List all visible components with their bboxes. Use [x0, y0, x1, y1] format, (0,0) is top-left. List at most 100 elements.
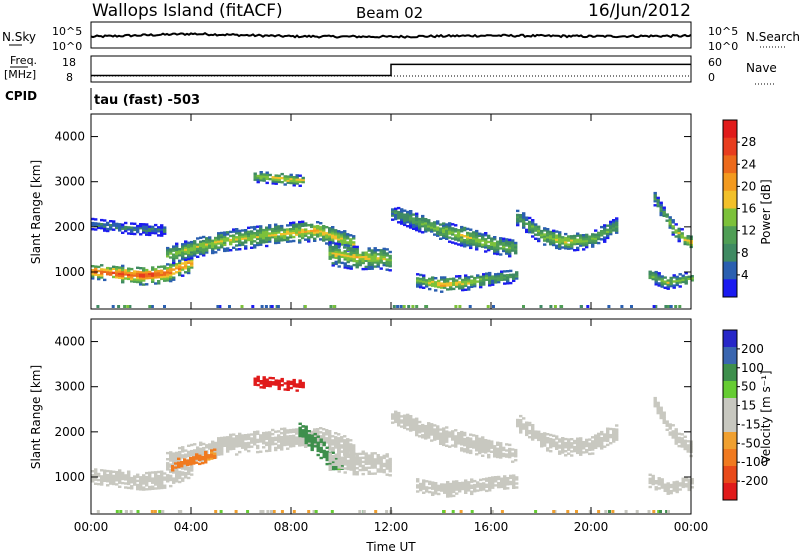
- power-cell: [582, 236, 586, 239]
- velocity-cell: [391, 417, 395, 420]
- velocity-cell: [304, 441, 308, 445]
- velocity-cell: [364, 466, 368, 470]
- velocity-cell: [229, 433, 233, 437]
- velocity-cell: [656, 409, 660, 413]
- power-cell: [256, 231, 260, 234]
- power-cell: [488, 280, 492, 283]
- power-cell: [100, 227, 104, 230]
- velocity-cell: [576, 445, 580, 448]
- velocity-cell: [181, 477, 185, 480]
- velocity-cell: [271, 383, 275, 386]
- power-cell: [609, 224, 613, 228]
- power-cell: [445, 237, 449, 240]
- velocity-cell: [226, 446, 230, 449]
- velocity-cell: [139, 476, 143, 479]
- power-cell: [97, 275, 101, 279]
- power-cell: [292, 227, 296, 230]
- velocity-cell: [235, 437, 239, 440]
- velocity-cell: [145, 478, 149, 481]
- velocity-cell: [352, 456, 356, 460]
- power-cell: [109, 228, 113, 231]
- power-cell: [337, 249, 341, 252]
- power-cell: [322, 239, 326, 242]
- power-cell: [142, 273, 146, 276]
- velocity-cell: [160, 476, 164, 479]
- velocity-cell: [472, 440, 476, 443]
- velocity-cell: [112, 476, 116, 480]
- power-cell: [606, 230, 610, 233]
- velocity-cell: [355, 458, 359, 462]
- power-cell: [265, 181, 269, 185]
- power-cell: [382, 255, 386, 259]
- velocity-cell: [208, 447, 212, 450]
- power-cell: [657, 272, 661, 275]
- velocity-cell: [451, 438, 455, 441]
- power-cell: [687, 277, 691, 280]
- power-cell: [253, 176, 257, 179]
- y-tick-label: 2000: [54, 220, 85, 234]
- power-cell: [253, 172, 257, 175]
- velocity-cell: [491, 484, 495, 487]
- power-cell: [671, 227, 675, 230]
- velocity-cell: [385, 461, 389, 464]
- power-cell: [115, 224, 119, 228]
- velocity-cell: [130, 479, 134, 482]
- velocity-cell: [466, 451, 470, 454]
- power-cell: [436, 234, 440, 237]
- velocity-cell: [169, 478, 173, 482]
- power-cell: [506, 278, 510, 281]
- power-cell: [496, 240, 500, 243]
- velocity-cell: [364, 452, 368, 455]
- power-cell: [319, 238, 323, 241]
- velocity-cell: [280, 446, 284, 449]
- velocity-cell: [181, 454, 185, 457]
- velocity-cell: [460, 430, 464, 434]
- velocity-cell: [612, 432, 616, 435]
- velocity-cell: [202, 459, 206, 462]
- velocity-cell: [528, 421, 532, 425]
- power-cell: [475, 238, 479, 241]
- power-cell: [442, 224, 446, 227]
- velocity-cell: [455, 492, 459, 495]
- velocity-cell: [443, 483, 447, 486]
- power-cell: [424, 230, 428, 233]
- power-cell: [130, 222, 134, 225]
- power-cell: [334, 250, 338, 253]
- colorbar-tick-label: 16: [741, 202, 756, 216]
- velocity-cell: [687, 478, 691, 481]
- velocity-cell: [496, 453, 500, 457]
- power-cell: [690, 277, 694, 280]
- power-cell: [648, 272, 652, 276]
- power-cell: [576, 248, 580, 252]
- velocity-cell: [358, 468, 362, 472]
- power-cell: [184, 252, 188, 255]
- velocity-cell: [358, 510, 362, 513]
- velocity-cell: [674, 428, 678, 431]
- power-cell: [481, 237, 485, 240]
- velocity-cell: [280, 442, 284, 445]
- power-cell: [277, 241, 281, 244]
- power-cell: [460, 244, 464, 247]
- velocity-cell: [558, 446, 562, 449]
- velocity-cell: [172, 458, 176, 461]
- velocity-cell: [606, 439, 610, 443]
- power-cell: [136, 266, 140, 269]
- velocity-cell: [179, 510, 183, 513]
- power-cell: [434, 289, 438, 292]
- power-cell: [543, 237, 547, 240]
- power-cell: [522, 222, 526, 225]
- power-cell: [283, 179, 287, 182]
- velocity-cell: [464, 489, 468, 492]
- velocity-cell: [478, 437, 482, 440]
- power-cell: [244, 239, 248, 242]
- power-cell: [448, 224, 452, 227]
- power-cell: [496, 246, 500, 250]
- power-cell: [241, 229, 245, 232]
- velocity-cell: [154, 483, 158, 486]
- velocity-cell: [154, 479, 158, 482]
- power-cell: [94, 218, 98, 221]
- power-cell: [415, 305, 419, 308]
- velocity-cell: [653, 396, 657, 400]
- power-cell: [268, 232, 272, 235]
- power-cell: [130, 280, 134, 283]
